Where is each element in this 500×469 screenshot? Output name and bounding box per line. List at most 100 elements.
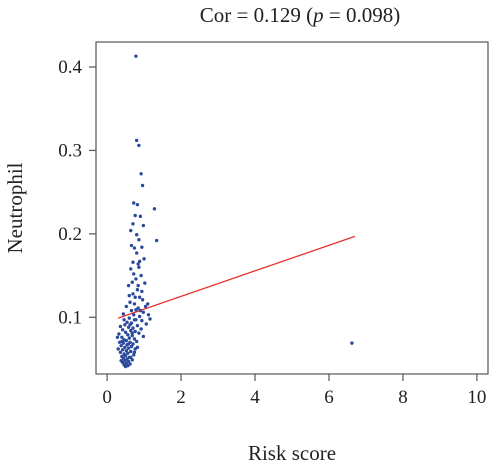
data-point <box>134 232 139 237</box>
data-point <box>132 302 137 306</box>
data-point <box>137 259 142 264</box>
data-point <box>120 339 124 344</box>
x-tick-label: 0 <box>102 387 112 408</box>
data-point <box>130 333 134 338</box>
data-point <box>138 308 143 313</box>
data-point <box>134 54 138 58</box>
data-point <box>130 280 134 284</box>
data-point <box>137 295 142 299</box>
data-point <box>121 356 126 360</box>
data-point <box>132 272 136 276</box>
data-point <box>135 202 140 207</box>
x-tick-label: 10 <box>467 387 486 408</box>
data-point <box>124 338 129 343</box>
data-point <box>139 327 143 331</box>
data-point <box>130 358 134 362</box>
data-point <box>140 245 144 249</box>
data-point <box>127 316 131 320</box>
data-point <box>132 201 136 205</box>
data-point <box>140 298 145 302</box>
data-point <box>135 345 140 350</box>
data-point <box>121 312 126 316</box>
data-point <box>128 300 132 304</box>
data-point <box>141 334 146 339</box>
data-point <box>132 337 137 341</box>
data-point <box>129 355 133 360</box>
y-tick-label: 0.2 <box>58 224 82 245</box>
regression-line <box>117 235 356 319</box>
data-point <box>140 183 145 188</box>
data-point <box>122 318 126 322</box>
data-point <box>123 330 128 334</box>
data-point <box>137 237 141 242</box>
data-point <box>140 289 144 294</box>
data-point <box>129 344 134 349</box>
data-point <box>126 346 131 350</box>
data-point <box>139 273 143 278</box>
data-point <box>143 304 148 309</box>
data-point <box>143 281 147 285</box>
data-point <box>136 283 140 288</box>
data-point <box>129 308 134 313</box>
data-point <box>154 238 159 243</box>
data-point <box>141 310 146 314</box>
data-point <box>123 364 128 369</box>
data-point <box>132 318 137 322</box>
data-point <box>120 348 125 352</box>
data-point <box>134 251 139 255</box>
data-point <box>129 267 133 271</box>
data-point <box>127 293 131 298</box>
data-point <box>129 243 134 248</box>
data-point <box>128 323 132 327</box>
y-tick-label: 0.4 <box>58 57 82 78</box>
y-tick-label: 0.3 <box>58 140 82 161</box>
data-point <box>133 329 137 334</box>
data-point <box>116 347 120 351</box>
data-point <box>129 228 133 233</box>
fit-line-layer <box>117 235 356 319</box>
data-point <box>126 342 131 346</box>
x-axis-label: Risk score <box>248 441 336 465</box>
data-point <box>137 265 141 269</box>
data-point <box>120 335 124 339</box>
data-point <box>136 262 140 266</box>
data-point <box>133 295 137 299</box>
data-point <box>134 308 138 312</box>
data-point <box>132 246 137 250</box>
data-point <box>123 345 127 350</box>
data-point <box>137 143 141 148</box>
x-tick-label: 4 <box>250 387 260 408</box>
chart-title-suffix: = 0.098) <box>324 3 401 27</box>
data-point <box>139 172 143 176</box>
data-point <box>152 207 157 211</box>
data-point <box>132 313 136 317</box>
data-point <box>127 336 131 340</box>
chart-title-prefix: Cor = 0.129 ( <box>200 3 313 27</box>
data-point <box>129 328 133 333</box>
chart-title: Cor = 0.129 (p = 0.098) <box>200 3 400 27</box>
data-point <box>135 323 140 328</box>
x-axis-ticks: 0 2 4 6 8 10 <box>102 374 486 408</box>
data-point <box>138 214 143 219</box>
data-point <box>126 325 131 329</box>
data-point <box>146 302 150 306</box>
data-point <box>134 138 139 143</box>
data-point <box>126 283 131 288</box>
y-tick-label: 0.1 <box>58 307 82 328</box>
data-point <box>118 324 123 329</box>
data-point <box>137 314 142 319</box>
y-axis-ticks: 0.1 0.2 0.3 0.4 <box>58 57 96 328</box>
data-point <box>144 322 148 326</box>
data-point <box>117 332 121 336</box>
data-point <box>132 350 137 355</box>
data-point <box>350 341 354 345</box>
data-point <box>148 317 152 321</box>
data-point <box>119 343 123 348</box>
chart-title-p-symbol: p <box>311 3 324 27</box>
data-point <box>129 349 133 354</box>
data-point <box>119 358 123 363</box>
data-point <box>142 257 146 261</box>
data-point <box>124 304 129 309</box>
data-point <box>126 351 130 355</box>
